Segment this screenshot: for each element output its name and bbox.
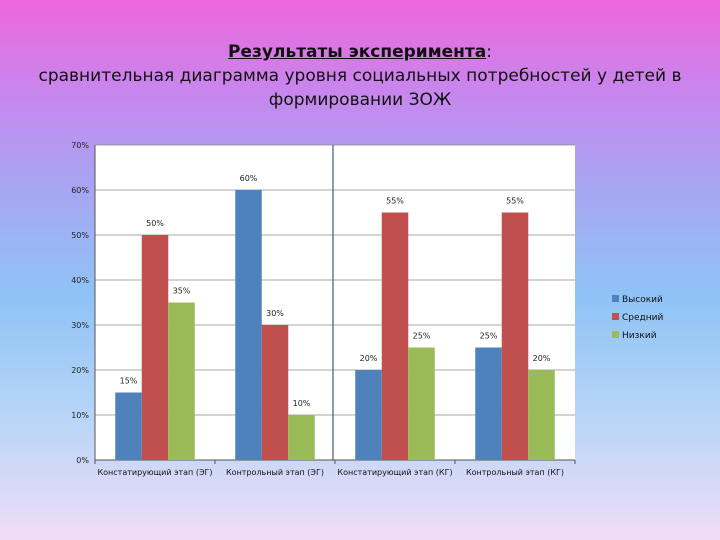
bar-2-3 [381,212,409,460]
title-colon: : [486,42,492,62]
chart-subtitle-line2: формировании ЗОЖ [268,90,452,110]
legend-swatch-1 [612,295,619,302]
legend-label: Средний [622,313,663,323]
y-tick-label: 50% [71,231,89,240]
y-tick-label: 70% [71,141,89,150]
legend-label: Высокий [622,295,663,305]
bar-1-1 [115,392,142,460]
data-label: 60% [240,174,258,183]
x-category-label: Констатирующий этап (ЭГ) [97,468,212,477]
x-category-label: Контрольный этап (КГ) [466,468,564,477]
data-label: 35% [173,287,191,296]
data-label: 10% [293,399,311,408]
y-tick-label: 0% [76,456,89,465]
legend-swatch-2 [612,313,619,320]
bar-1-4 [475,347,502,460]
y-tick-label: 30% [71,321,89,330]
bar-2-4 [501,212,529,460]
chart-title: Результаты эксперимента [228,42,487,62]
data-label: 30% [266,309,284,318]
y-tick-label: 10% [71,411,89,420]
data-label: 55% [386,197,404,206]
bar-3-2 [288,415,315,460]
y-tick-label: 40% [71,276,89,285]
bar-3-3 [408,347,435,460]
y-tick-label: 20% [71,366,89,375]
bar-2-1 [141,235,169,460]
data-label: 20% [533,354,551,363]
data-label: 15% [120,377,138,386]
bar-2-2 [261,325,289,460]
data-label: 25% [480,332,498,341]
legend-swatch-3 [612,331,619,338]
legend-label: Низкий [622,331,657,341]
bar-1-3 [355,370,382,460]
bar-3-1 [168,302,195,460]
x-category-label: Констатирующий этап (КГ) [337,468,452,477]
bar-3-4 [528,370,555,460]
data-label: 50% [146,219,164,228]
x-category-label: Контрольный этап (ЭГ) [226,468,324,477]
data-label: 55% [506,197,524,206]
data-label: 20% [360,354,378,363]
chart-subtitle-line1: сравнительная диаграмма уровня социальны… [38,66,682,86]
data-label: 25% [413,332,431,341]
y-tick-label: 60% [71,186,89,195]
bar-1-2 [235,190,262,460]
chart-title-block: Результаты эксперимента: сравнительная д… [0,40,720,112]
